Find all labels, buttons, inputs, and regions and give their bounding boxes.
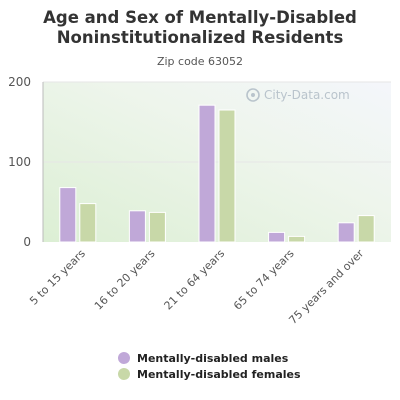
bar-females[interactable]: [357, 215, 375, 243]
bar-females[interactable]: [288, 235, 306, 243]
bar-females[interactable]: [148, 211, 166, 243]
bar-males[interactable]: [198, 104, 216, 243]
x-tick-label: 65 to 74 years: [231, 247, 297, 313]
legend-item-females: Mentally-disabled females: [118, 366, 301, 382]
legend: Mentally-disabled males Mentally-disable…: [118, 350, 301, 382]
x-tick-label: 75 years and over: [286, 247, 366, 327]
bar-males[interactable]: [128, 210, 146, 243]
x-tick-label: 5 to 15 years: [27, 247, 88, 308]
bar-females[interactable]: [79, 203, 97, 243]
chart-title: Age and Sex of Mentally-Disabled Noninsti…: [43, 8, 357, 47]
legend-label-males: Mentally-disabled males: [137, 351, 289, 365]
bar-males[interactable]: [59, 187, 77, 243]
x-tick-label: 21 to 64 years: [161, 247, 227, 313]
legend-swatch-males: [118, 352, 130, 364]
x-tick-label: 16 to 20 years: [92, 247, 158, 313]
watermark: City-Data.com: [246, 88, 350, 102]
legend-swatch-females: [118, 368, 130, 380]
legend-item-males: Mentally-disabled males: [118, 350, 301, 366]
y-tick-label: 200: [8, 75, 31, 89]
y-tick-label: 100: [8, 155, 31, 169]
bar-females[interactable]: [218, 109, 236, 243]
chart-subtitle: Zip code 63052: [156, 55, 244, 68]
svg-text:City-Data.com: City-Data.com: [264, 88, 350, 102]
legend-label-females: Mentally-disabled females: [137, 367, 301, 381]
bar-males[interactable]: [268, 231, 286, 243]
bar-males[interactable]: [337, 222, 355, 243]
y-tick-label: 0: [23, 235, 31, 249]
